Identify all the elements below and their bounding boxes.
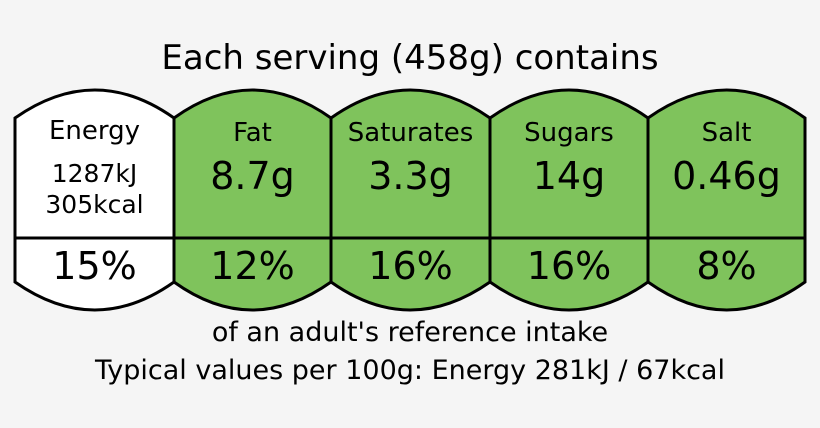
- typical-values-note: Typical values per 100g: Energy 281kJ / …: [95, 355, 725, 386]
- energy-segment: Energy 1287kJ 305kcal: [15, 116, 174, 220]
- fat-label: Fat: [233, 118, 272, 148]
- sugars-label: Sugars: [524, 118, 614, 148]
- fat-percent: 12%: [210, 244, 295, 288]
- saturates-amount: 3.3g: [368, 154, 453, 198]
- energy-label: Energy: [48, 116, 141, 146]
- energy-kj-value: 1287kJ: [51, 159, 138, 188]
- energy-kcal-value: 305kcal: [45, 190, 144, 219]
- sugars-segment: Sugars 14g: [490, 118, 648, 198]
- salt-segment: Salt 0.46g: [648, 118, 805, 198]
- saturates-segment: Saturates 3.3g: [331, 118, 490, 198]
- energy-percent: 15%: [52, 244, 137, 288]
- salt-segment-shape: [646, 88, 807, 312]
- fat-amount: 8.7g: [210, 154, 295, 198]
- saturates-label: Saturates: [347, 118, 474, 148]
- salt-amount: 0.46g: [672, 154, 781, 198]
- salt-percent: 8%: [696, 244, 757, 288]
- salt-label: Salt: [701, 118, 752, 148]
- fat-segment: Fat 8.7g: [174, 118, 331, 198]
- sugars-percent: 16%: [526, 244, 612, 288]
- serving-title: Each serving (458g) contains: [161, 38, 659, 78]
- sugars-amount: 14g: [532, 154, 606, 198]
- saturates-percent: 16%: [368, 244, 453, 288]
- reference-intake-note: of an adult's reference intake: [211, 317, 609, 348]
